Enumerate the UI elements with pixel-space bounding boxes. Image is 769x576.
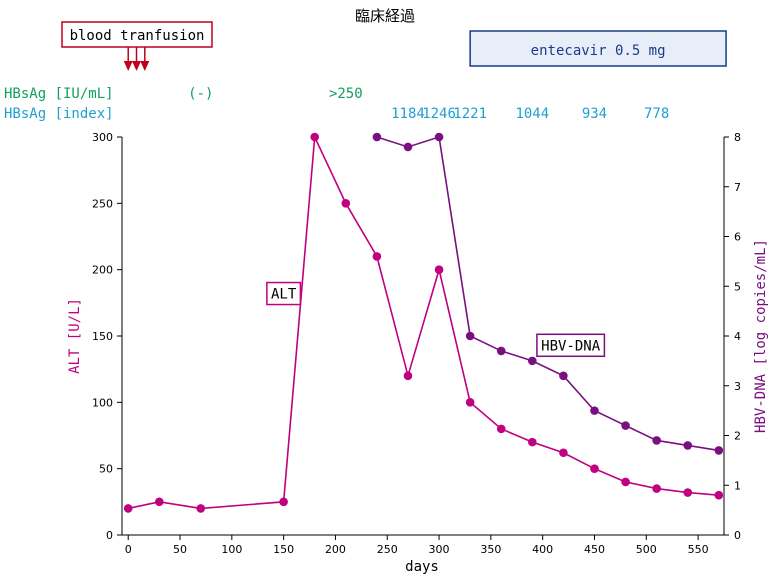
treatment-box <box>469 30 727 67</box>
y-left-tick-label: 100 <box>92 396 113 409</box>
alt-point <box>123 504 133 513</box>
x-tick-label: 100 <box>221 543 242 556</box>
alt-point <box>496 424 506 434</box>
y-right-tick-label: 8 <box>734 131 741 144</box>
hbv-dna-point <box>496 346 506 356</box>
alt-point <box>279 497 288 507</box>
y-right-tick-label: 7 <box>734 181 741 194</box>
alt-label: ALT <box>271 287 297 303</box>
x-tick-label: 0 <box>125 543 132 556</box>
alt-point <box>196 504 206 513</box>
hbsag-index-label: HBsAg [index] <box>4 106 114 122</box>
alt-line <box>128 133 719 510</box>
transfusion-arrows <box>123 47 150 71</box>
transfusion-arrow-head <box>132 61 142 71</box>
y-right-tick-label: 0 <box>734 529 741 542</box>
alt-point <box>403 371 413 381</box>
alt-point <box>683 488 693 497</box>
x-tick-label: 50 <box>173 543 187 556</box>
hbsag-iu-values: (-) >250 <box>188 86 363 102</box>
hbsag-index-value: 778 <box>644 106 669 122</box>
x-axis-label: days <box>405 559 439 575</box>
transfusion-arrow-head <box>140 61 150 71</box>
hbsag-iu-value: (-) <box>188 86 213 102</box>
alt-point <box>590 464 599 473</box>
y-right-tick-label: 2 <box>734 430 741 443</box>
y-right-tick-label: 1 <box>734 479 741 492</box>
hbv-dna-point <box>559 371 568 381</box>
transfusion-box <box>61 21 213 48</box>
y-left-tick-label: 150 <box>92 330 113 343</box>
x-tick-label: 150 <box>273 543 294 556</box>
alt-point <box>559 448 568 458</box>
series-labels: ALT HBV-DNA <box>266 281 606 358</box>
x-tick-label: 350 <box>480 543 501 556</box>
alt-point <box>652 484 661 493</box>
y-left-tick-label: 0 <box>106 529 113 542</box>
hbsag-iu-row: HBsAg [IU/mL] (-) >250 <box>4 86 363 102</box>
x-tick-label: 400 <box>532 543 553 556</box>
alt-point <box>621 477 630 487</box>
hbv-dna-point <box>434 132 444 142</box>
y-left-tick-label: 250 <box>92 197 113 210</box>
hbsag-index-value: 1221 <box>453 106 487 122</box>
hbv-dna-point <box>652 436 661 445</box>
y-right-tick-label: 6 <box>734 231 741 244</box>
axes: 0 50 100 150 200 250 300 0 1 2 3 4 5 6 7 8 0 50 100 150 200 2… <box>92 131 741 556</box>
hbsag-iu-value: >250 <box>329 86 363 102</box>
alt-point <box>434 265 444 274</box>
alt-label-box <box>266 281 302 306</box>
x-tick-label: 300 <box>429 543 450 556</box>
x-tick-label: 550 <box>688 543 709 556</box>
hbv-dna-point <box>465 331 475 341</box>
alt-point <box>341 199 351 208</box>
alt-point <box>310 132 320 142</box>
series-layer <box>123 132 724 513</box>
y-axis-left-label: ALT [U/L] <box>67 298 83 374</box>
y-right-tick-label: 4 <box>734 330 741 343</box>
chart-title: 臨床経過 <box>355 7 415 25</box>
hbsag-index-value: 1246 <box>422 106 456 122</box>
transfusion-annotation: blood tranfusion <box>61 21 213 71</box>
hbv-dna-label: HBV-DNA <box>541 338 601 354</box>
transfusion-label: blood tranfusion <box>70 28 205 44</box>
hbv-dna-point <box>621 421 630 430</box>
hbv-dna-point <box>372 132 382 142</box>
treatment-annotation: entecavir 0.5 mg <box>469 30 727 67</box>
transfusion-arrow-head <box>123 61 133 71</box>
x-tick-label: 500 <box>636 543 657 556</box>
x-tick-label: 250 <box>377 543 398 556</box>
alt-point <box>714 490 724 500</box>
alt-point <box>155 497 164 507</box>
hbsag-index-value: 1044 <box>515 106 549 122</box>
hbv-dna-point <box>683 441 693 450</box>
hbv-dna-point <box>714 446 724 455</box>
hbv-dna-point <box>528 356 537 366</box>
x-tick-label: 200 <box>325 543 346 556</box>
hbsag-index-value: 1184 <box>391 106 425 122</box>
y-left-tick-label: 300 <box>92 131 113 144</box>
treatment-label: entecavir 0.5 mg <box>531 43 666 59</box>
hbv-dna-point <box>590 406 599 415</box>
hbv-dna-label-box <box>536 333 606 358</box>
alt-point <box>528 437 537 447</box>
y-left-tick-label: 200 <box>92 264 113 277</box>
y-left-tick-label: 50 <box>99 463 113 476</box>
hbv-dna-point <box>403 142 413 152</box>
x-tick-label: 450 <box>584 543 605 556</box>
hbsag-iu-label: HBsAg [IU/mL] <box>4 86 114 102</box>
hbsag-index-value: 934 <box>582 106 607 122</box>
y-axis-right-label: HBV-DNA [log copies/mL] <box>753 239 769 433</box>
hbv-dna-line <box>376 135 719 452</box>
y-right-tick-label: 5 <box>734 280 741 293</box>
y-right-tick-label: 3 <box>734 380 741 393</box>
alt-point <box>465 398 475 407</box>
alt-point <box>372 252 382 261</box>
